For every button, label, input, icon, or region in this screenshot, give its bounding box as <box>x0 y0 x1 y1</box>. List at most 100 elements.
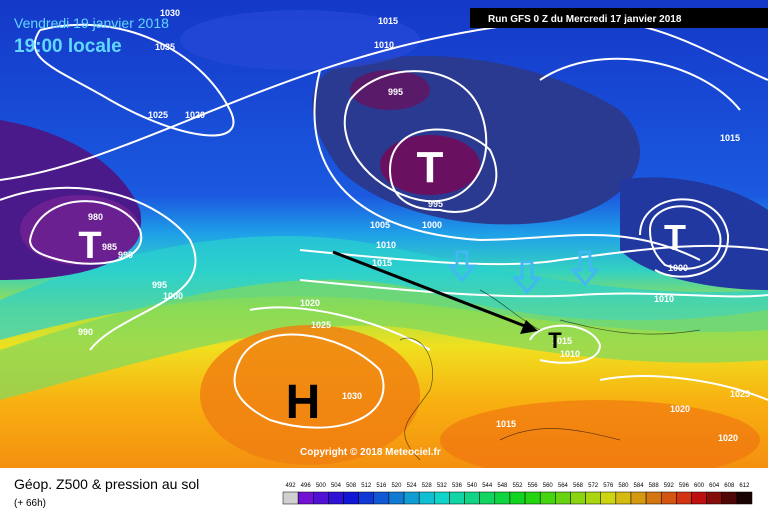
isobar-label: 1015 <box>372 258 392 268</box>
isobar-label: 985 <box>102 242 117 252</box>
scale-swatch <box>297 491 314 505</box>
scale-swatch <box>721 491 738 505</box>
isobar-label: 1020 <box>670 404 690 414</box>
isobar-label: 1035 <box>155 42 175 52</box>
isobar-label: 1020 <box>300 298 320 308</box>
isobar-label: 1000 <box>668 263 688 273</box>
scale-label: 580 <box>618 483 629 489</box>
footer-title: Géop. Z500 & pression au sol <box>14 476 199 492</box>
scale-swatch <box>418 491 435 505</box>
scale-swatch <box>645 491 662 505</box>
scale-label: 600 <box>694 483 705 489</box>
scale-label: 544 <box>482 483 493 489</box>
scale-swatch <box>358 491 375 505</box>
scale-label: 588 <box>649 483 660 489</box>
scale-label: 500 <box>316 483 327 489</box>
scale-swatch <box>630 491 647 505</box>
scale-label: 496 <box>301 483 312 489</box>
forecast-date: Vendredi 19 janvier 2018 <box>14 15 169 31</box>
isobar-label: 1015 <box>552 336 572 346</box>
scale-label: 556 <box>528 483 539 489</box>
pressure-center: T <box>78 225 101 267</box>
scale-label: 532 <box>437 483 448 489</box>
pressure-center: H <box>286 376 321 429</box>
scale-label: 516 <box>376 483 387 489</box>
scale-label: 548 <box>497 483 508 489</box>
scale-label: 592 <box>664 483 675 489</box>
isobar-label: 1010 <box>560 349 580 359</box>
isobar-label: 1010 <box>374 40 394 50</box>
flow-arrows <box>446 250 601 295</box>
trajectory-arrow <box>332 250 531 330</box>
pressure-center: T <box>664 217 686 258</box>
scale-label: 612 <box>739 483 750 489</box>
coastlines <box>399 289 701 461</box>
scale-label: 604 <box>709 483 720 489</box>
isobar-label: 980 <box>88 212 103 222</box>
scale-label: 576 <box>603 483 614 489</box>
scale-swatch <box>328 491 344 505</box>
copyright: Copyright © 2018 Meteociel.fr <box>300 447 441 458</box>
scale-swatch <box>555 491 571 505</box>
scale-label: 608 <box>724 483 735 489</box>
scale-swatch <box>570 491 586 505</box>
isobar-label: 995 <box>152 280 167 290</box>
scale-label: 536 <box>452 483 463 489</box>
scale-swatch <box>691 491 707 505</box>
scale-label: 524 <box>407 483 418 489</box>
pressure-center: T <box>417 143 444 192</box>
scale-swatch <box>434 491 450 505</box>
scale-swatch <box>736 491 753 505</box>
scale-swatch <box>282 491 299 505</box>
run-banner <box>470 8 768 28</box>
scale-label: 520 <box>391 483 402 489</box>
footer <box>0 468 768 512</box>
scale-label: 596 <box>679 483 690 489</box>
scale-label: 528 <box>422 483 433 489</box>
isobar-label: 990 <box>78 327 93 337</box>
scale-swatch <box>449 491 465 505</box>
scale-label: 492 <box>286 483 297 489</box>
scale-swatch <box>388 491 405 505</box>
scale-label: 504 <box>331 483 342 489</box>
isobar-label: 1025 <box>311 320 331 330</box>
scale-swatch <box>600 491 617 505</box>
isobar-label: 1005 <box>370 220 390 230</box>
scale-swatch <box>706 491 722 505</box>
scale-swatch <box>494 491 511 505</box>
scale-label: 568 <box>573 483 584 489</box>
isobar-label: 1000 <box>163 291 183 301</box>
arrow-head <box>520 320 538 334</box>
isobar-label: 1025 <box>730 389 750 399</box>
run-info: Run GFS 0 Z du Mercredi 17 janvier 2018 <box>488 14 682 25</box>
scale-label: 512 <box>361 483 372 489</box>
scale-swatch <box>464 491 480 505</box>
isobars <box>0 17 768 429</box>
scale-swatch <box>479 491 496 505</box>
scale-label: 508 <box>346 483 357 489</box>
scale-swatch <box>615 491 632 505</box>
scale-swatch <box>343 491 359 505</box>
scale-label: 560 <box>543 483 554 489</box>
isobar-label: 1010 <box>654 294 674 304</box>
scale-swatch <box>524 491 541 505</box>
scale-label: 564 <box>558 483 569 489</box>
scale-swatch <box>509 491 526 505</box>
isobar-label: 995 <box>428 199 443 209</box>
scale-label: 584 <box>634 483 645 489</box>
isobar-label: 1025 <box>148 110 168 120</box>
isobar-label: 1010 <box>376 240 396 250</box>
scale-label: 540 <box>467 483 478 489</box>
isobar-label: 1015 <box>496 419 516 429</box>
isobar-label: 1030 <box>160 8 180 18</box>
forecast-lead: (+ 66h) <box>14 498 46 509</box>
scale-label: 552 <box>512 483 523 489</box>
isobar-label: 1020 <box>185 110 205 120</box>
scale-label: 572 <box>588 483 599 489</box>
scale-swatch <box>585 491 601 505</box>
scale-swatch <box>373 491 390 505</box>
scale-swatch <box>539 491 556 505</box>
isobar-label: 990 <box>118 250 133 260</box>
isobar-label: 995 <box>388 87 403 97</box>
